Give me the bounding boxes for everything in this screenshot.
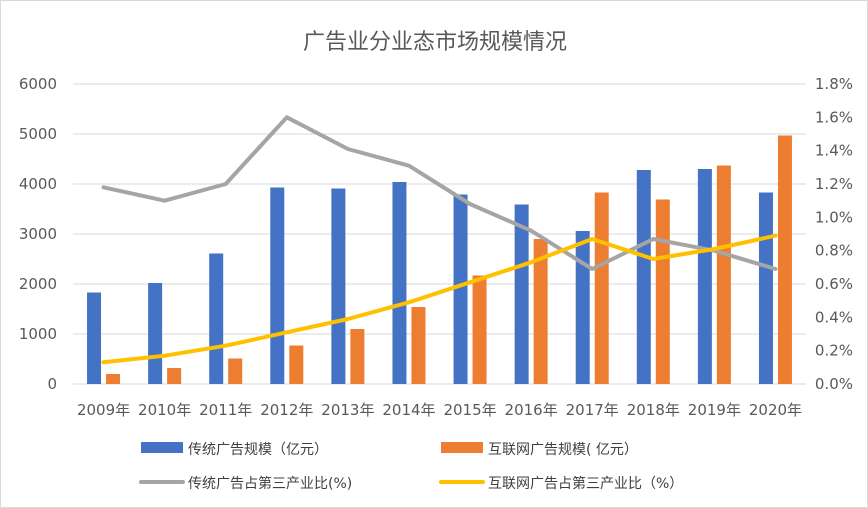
legend-label: 传统广告占第三产业比(%) <box>188 475 352 492</box>
traditional-share-line <box>101 115 778 271</box>
y-right-tick-label: 1.8% <box>815 75 853 93</box>
legend-label: 传统广告规模（亿元） <box>188 442 328 458</box>
x-tick-label: 2019年 <box>688 401 741 419</box>
legend-swatch <box>141 442 183 453</box>
internet-ad-bar <box>533 239 548 384</box>
internet-ad-bar <box>350 329 365 384</box>
y-left-tick-label: 5000 <box>19 125 57 143</box>
internet-ad-bar <box>228 358 243 384</box>
traditional-ad-bar <box>209 253 224 384</box>
traditional-ad-bar <box>87 292 102 384</box>
x-tick-label: 2009年 <box>77 401 130 419</box>
traditional-ad-bar <box>148 283 163 384</box>
internet-ad-bar <box>167 368 182 384</box>
bars <box>87 135 792 384</box>
internet-ad-bar <box>777 135 792 384</box>
y-right-tick-label: 0.4% <box>815 308 853 326</box>
internet-ad-bar <box>289 345 304 384</box>
x-tick-label: 2011年 <box>199 401 252 419</box>
y-left-tick-label: 6000 <box>19 75 57 93</box>
y-left-tick-label: 1000 <box>19 325 57 343</box>
y-left-tick-label: 0 <box>47 375 57 393</box>
internet-ad-bar <box>594 192 609 384</box>
legend-swatch <box>441 442 483 453</box>
y-right-tick-label: 0.2% <box>815 342 853 360</box>
legend-item: 互联网广告规模( 亿元） <box>441 442 638 458</box>
axes: 0 1000 2000 3000 4000 5000 6000 0.0% 0.2% 0.4% 0.6… <box>19 75 853 419</box>
legend-item: 互联网广告占第三产业比（%） <box>439 475 683 492</box>
traditional-ad-bar <box>758 192 773 384</box>
legend-item: 传统广告占第三产业比(%) <box>139 475 352 492</box>
y-left-tick-label: 3000 <box>19 225 57 243</box>
x-tick-label: 2014年 <box>382 401 435 419</box>
traditional-ad-bar <box>270 187 285 384</box>
traditional-ad-bar <box>453 194 468 384</box>
x-tick-label: 2020年 <box>749 401 802 419</box>
traditional-ad-bar <box>392 182 407 384</box>
x-tick-label: 2018年 <box>627 401 680 419</box>
traditional-ad-bar <box>514 204 529 384</box>
legend-label: 互联网广告规模( 亿元） <box>488 442 638 458</box>
internet-share-line <box>101 233 778 365</box>
y-left-tick-label: 2000 <box>19 275 57 293</box>
traditional-ad-bar <box>331 188 346 384</box>
traditional-ad-bar <box>636 170 651 384</box>
x-tick-label: 2017年 <box>566 401 619 419</box>
internet-ad-bar <box>472 275 487 384</box>
y-right-tick-label: 1.6% <box>815 108 853 126</box>
y-right-tick-label: 0.6% <box>815 275 853 293</box>
legend-label: 互联网广告占第三产业比（%） <box>488 475 683 492</box>
traditional-ad-bar <box>697 169 712 384</box>
internet-ad-bar <box>655 199 670 384</box>
x-tick-label: 2010年 <box>138 401 191 419</box>
gridlines <box>73 83 806 385</box>
x-tick-label: 2016年 <box>505 401 558 419</box>
y-right-tick-label: 0.0% <box>815 375 853 393</box>
x-tick-label: 2012年 <box>260 401 313 419</box>
y-right-tick-label: 1.0% <box>815 208 853 226</box>
internet-ad-bar <box>411 307 426 384</box>
x-tick-label: 2013年 <box>321 401 374 419</box>
lines <box>101 115 778 365</box>
y-right-tick-label: 0.8% <box>815 242 853 260</box>
y-right-tick-label: 1.2% <box>815 175 853 193</box>
y-right-tick-label: 1.4% <box>815 142 853 160</box>
internet-ad-bar <box>106 374 121 384</box>
x-tick-label: 2015年 <box>443 401 496 419</box>
chart-title: 广告业分业态市场规模情况 <box>303 30 567 55</box>
traditional-ad-bar <box>575 231 590 384</box>
legend: 传统广告规模（亿元） 互联网广告规模( 亿元） 传统广告占第三产业比(%) 互联网广告… <box>139 442 683 492</box>
y-left-tick-label: 4000 <box>19 175 57 193</box>
legend-item: 传统广告规模（亿元） <box>141 442 328 458</box>
internet-ad-bar <box>716 165 731 384</box>
